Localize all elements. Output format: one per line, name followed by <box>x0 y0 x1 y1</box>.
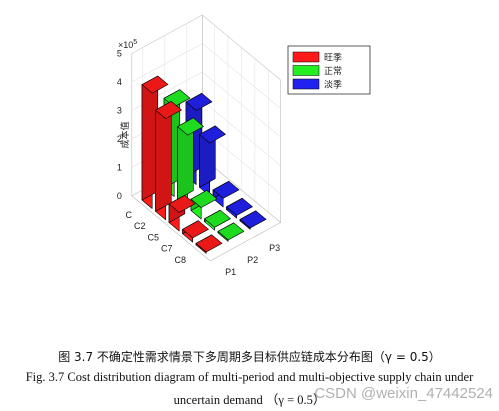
bar-C8-P2 <box>217 222 245 242</box>
y-tick-label: 0 <box>117 191 122 201</box>
bar-C2-P3 <box>199 125 226 197</box>
legend-swatch <box>292 78 320 90</box>
legend-label: 正常 <box>324 65 342 77</box>
period-label: P1 <box>225 267 236 277</box>
bars <box>141 75 267 254</box>
y-axis-exponent: ×105 <box>118 39 137 50</box>
gridline <box>131 43 281 109</box>
bar-C7-P1 <box>182 220 209 243</box>
legend-label: 淡季 <box>324 79 342 91</box>
y-axis-label: 成本值 <box>119 121 131 148</box>
category-label: C8 <box>174 255 186 265</box>
category-label: C5 <box>147 232 159 242</box>
bar-C5-P1 <box>168 195 196 232</box>
legend-swatch <box>292 65 320 76</box>
category-label: C2 <box>134 221 146 231</box>
category-label: C7 <box>161 244 173 254</box>
figure-caption-chinese: 图 3.7 不确定性需求情景下多周期多目标供应链成本分布图（γ = 0.5） <box>58 350 441 364</box>
period-label: P3 <box>269 243 280 253</box>
y-tick-label: 5 <box>117 48 122 58</box>
figure-caption-english-line1: Fig. 3.7 Cost distribution diagram of mu… <box>25 370 474 384</box>
bar-C2-P1 <box>155 101 182 221</box>
y-tick-label: 2 <box>117 134 122 144</box>
watermark-text: CSDN @weixin_47442524 <box>314 385 493 402</box>
y-tick-label: 4 <box>117 77 122 87</box>
period-label: P2 <box>247 255 258 265</box>
period-labels: P1 P2 P3 <box>225 243 280 277</box>
y-tick-label: 3 <box>117 105 122 115</box>
bar-C7-P3 <box>226 197 253 219</box>
figure-caption-english-line2: uncertain demand （γ = 0.5） <box>173 393 326 407</box>
y-tick-label: 1 <box>117 162 122 172</box>
bar-C-P1 <box>141 75 169 209</box>
y-axis-ticks: 0 1 2 3 4 5 <box>117 48 122 201</box>
gridline <box>131 14 281 81</box>
legend-label: 旺季 <box>324 52 342 64</box>
bar-C8-P1 <box>195 234 223 254</box>
legend-swatch <box>292 51 320 63</box>
bar-C8-P3 <box>239 210 267 230</box>
category-label: C <box>126 210 133 220</box>
bar-C5-P3 <box>212 181 240 208</box>
bar-C2-P2 <box>177 117 204 209</box>
bar-C7-P2 <box>204 209 231 231</box>
